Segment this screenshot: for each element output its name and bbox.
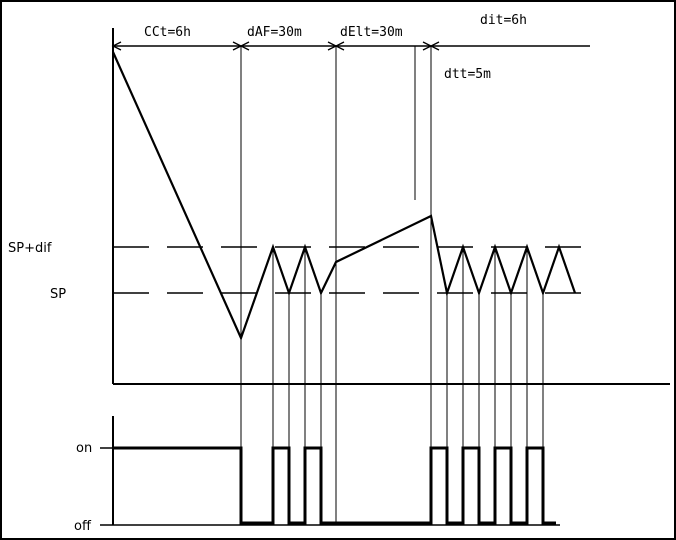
cct-label: CCt=6h: [144, 25, 191, 40]
daf-label: dAF=30m: [247, 25, 302, 40]
delt-label: dElt=30m: [340, 25, 403, 40]
temperature-curve: [111, 51, 577, 341]
on-label: on: [76, 441, 92, 456]
dit-label: dit=6h: [480, 13, 527, 28]
sp-dif-label: SP+dif: [8, 241, 52, 256]
sp-label: SP: [50, 287, 66, 302]
compressor-state-waveform: [113, 446, 556, 525]
off-label: off: [74, 519, 92, 534]
dtt-label: dtt=5m: [444, 67, 491, 82]
